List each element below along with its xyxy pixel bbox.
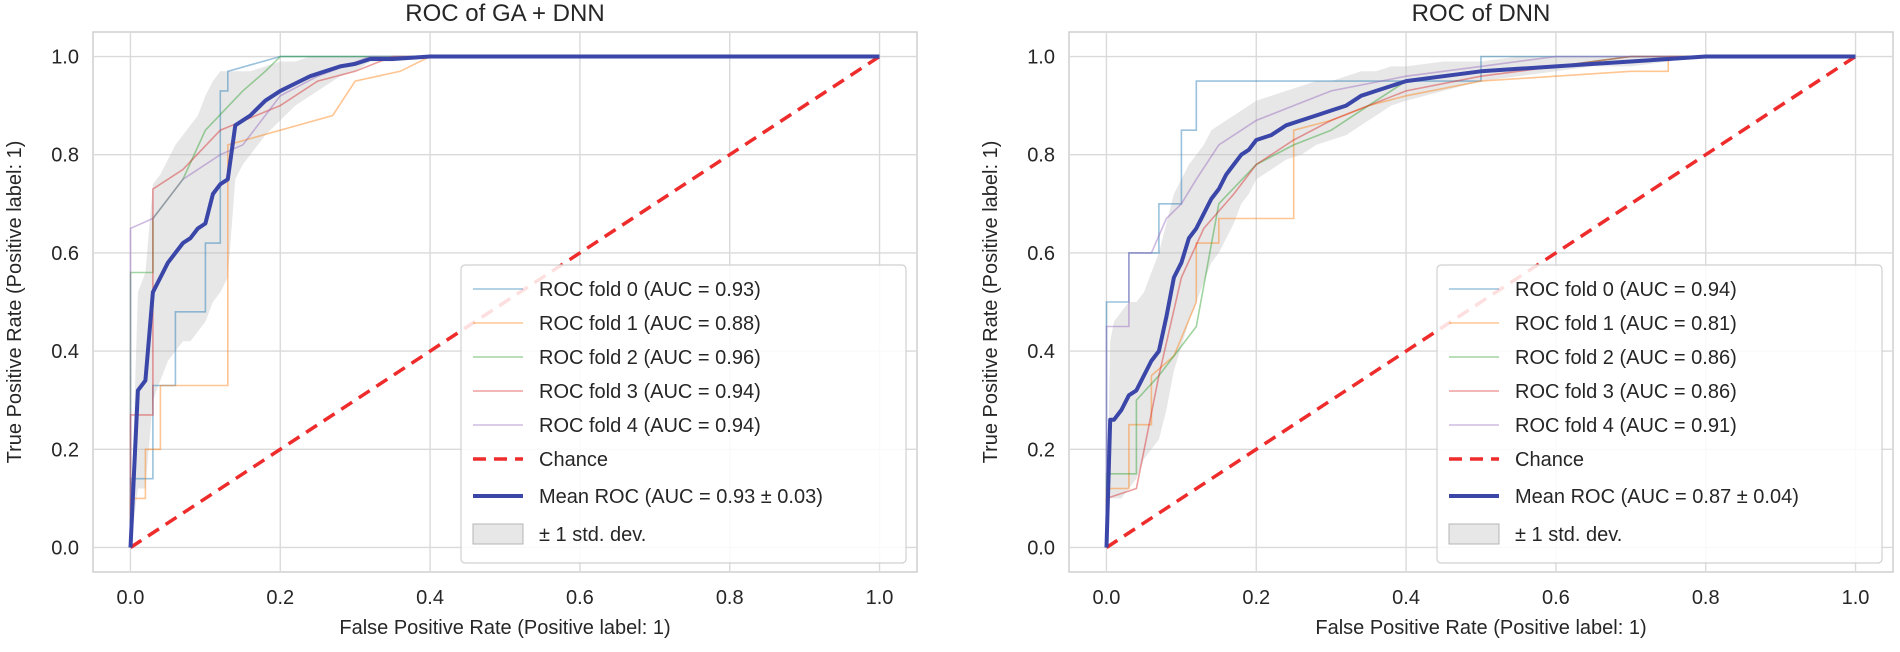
legend-entry-fold-3-label: ROC fold 3 (AUC = 0.86) <box>1515 381 1737 403</box>
mean-roc-line <box>1104 54 1856 548</box>
y-axis-label: True Positive Rate (Positive label: 1) <box>980 141 1002 464</box>
legend-entry-fold-1-label: ROC fold 1 (AUC = 0.81) <box>1515 313 1737 335</box>
legend-entry-fold-1-label: ROC fold 1 (AUC = 0.88) <box>539 313 761 335</box>
y-tick-label: 1.0 <box>1027 47 1055 69</box>
y-tick-label: 1.0 <box>51 47 79 69</box>
legend-entry-std-dev-label: ± 1 std. dev. <box>1515 524 1622 546</box>
x-tick-label: 1.0 <box>866 587 894 609</box>
y-tick-label: 0.8 <box>1027 145 1055 167</box>
y-tick-label: 0.8 <box>51 145 79 167</box>
x-tick-label: 1.0 <box>1842 587 1870 609</box>
legend-entry-fold-2-label: ROC fold 2 (AUC = 0.86) <box>1515 347 1737 369</box>
chart-title: ROC of GA + DNN <box>405 0 604 27</box>
y-tick-label: 0.2 <box>51 439 79 461</box>
legend-entry-fold-2-label: ROC fold 2 (AUC = 0.96) <box>539 347 761 369</box>
roc-fold-1-line <box>1105 55 1856 548</box>
y-axis-label: True Positive Rate (Positive label: 1) <box>4 141 26 464</box>
chart-title: ROC of DNN <box>1412 0 1551 27</box>
x-axis-label: False Positive Rate (Positive label: 1) <box>1315 617 1646 639</box>
x-tick-label: 0.4 <box>1392 587 1420 609</box>
roc-fold-3-line <box>1105 55 1856 548</box>
chart-panel-ga-dnn: 0.0 0.2 0.4 0.6 0.8 1.0 0.0 0.2 0.4 0.6 0.8 1.0 ROC … <box>4 0 918 639</box>
x-tick-label: 0.6 <box>566 587 594 609</box>
mean-roc-line <box>128 54 880 548</box>
legend-frame <box>460 264 907 564</box>
y-tick-label: 0.0 <box>51 537 79 559</box>
y-tick-label: 0.2 <box>1027 439 1055 461</box>
y-tick-label: 0.6 <box>51 243 79 265</box>
legend-entry-mean-label: Mean ROC (AUC = 0.93 ± 0.03) <box>539 486 823 508</box>
legend-entry-fold-0-label: ROC fold 0 (AUC = 0.94) <box>1515 279 1737 301</box>
legend-entry-fold-3-label: ROC fold 3 (AUC = 0.94) <box>539 381 761 403</box>
legend-entry-std-dev-label: ± 1 std. dev. <box>539 524 646 546</box>
chart-panel-dnn: 0.0 0.2 0.4 0.6 0.8 1.0 0.0 0.2 0.4 0.6 0.8 1.0 ROC … <box>980 0 1894 639</box>
legend: ROC fold 0 (AUC = 0.94) ROC fold 1 (AUC =… <box>1436 264 1883 564</box>
roc-fold-4-line <box>1105 55 1856 548</box>
x-tick-label: 0.8 <box>1692 587 1720 609</box>
x-tick-label: 0.4 <box>416 587 444 609</box>
x-tick-label: 0.0 <box>1093 587 1121 609</box>
roc-fold-0-line <box>129 55 880 548</box>
x-tick-label: 0.2 <box>1242 587 1270 609</box>
y-tick-label: 0.4 <box>1027 341 1055 363</box>
legend-entry-fold-0-label: ROC fold 0 (AUC = 0.93) <box>539 279 761 301</box>
y-tick-label: 0.6 <box>1027 243 1055 265</box>
legend: ROC fold 0 (AUC = 0.93) ROC fold 1 (AUC =… <box>460 264 907 564</box>
legend-entry-std-dev-swatch <box>1448 523 1500 545</box>
roc-fold-1-line <box>129 55 880 548</box>
x-axis-label: False Positive Rate (Positive label: 1) <box>339 617 670 639</box>
roc-fold-2-line <box>129 55 880 548</box>
x-tick-label: 0.6 <box>1542 587 1570 609</box>
x-tick-label: 0.0 <box>117 587 145 609</box>
y-tick-label: 0.0 <box>1027 537 1055 559</box>
legend-frame <box>1436 264 1883 564</box>
std-dev-band <box>130 56 880 548</box>
x-tick-label: 0.8 <box>716 587 744 609</box>
legend-entry-std-dev-swatch <box>472 523 524 545</box>
legend-entry-mean-label: Mean ROC (AUC = 0.87 ± 0.04) <box>1515 486 1799 508</box>
legend-entry-chance-label: Chance <box>1515 449 1584 471</box>
legend-entry-fold-4-label: ROC fold 4 (AUC = 0.94) <box>539 415 761 437</box>
roc-fold-3-line <box>129 55 880 548</box>
legend-entry-fold-4-label: ROC fold 4 (AUC = 0.91) <box>1515 415 1737 437</box>
x-tick-label: 0.2 <box>266 587 294 609</box>
y-tick-label: 0.4 <box>51 341 79 363</box>
legend-entry-chance-label: Chance <box>539 449 608 471</box>
